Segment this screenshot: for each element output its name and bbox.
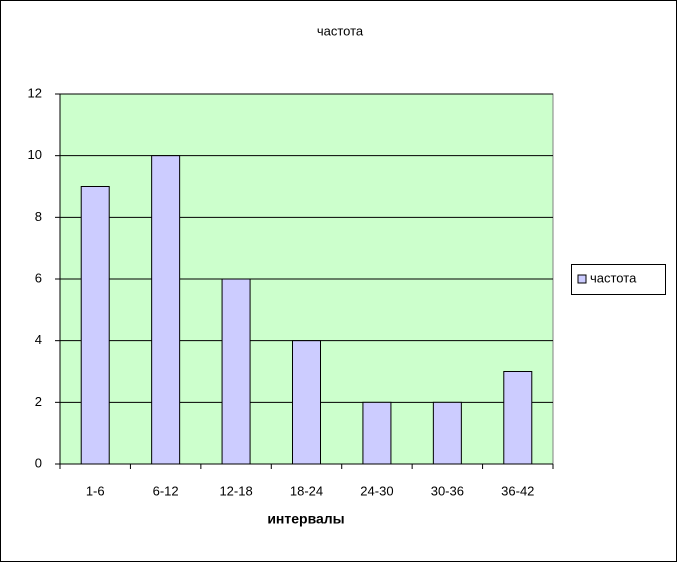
y-tick-label: 6 (35, 270, 42, 285)
x-tick-label: 18-24 (290, 483, 323, 498)
x-tick-label: 30-36 (431, 483, 464, 498)
x-tick-label: 36-42 (501, 483, 534, 498)
x-tick-label: 1-6 (86, 483, 105, 498)
bar (221, 278, 251, 465)
y-tick-label: 10 (28, 147, 42, 162)
x-tick-label: 6-12 (153, 483, 179, 498)
y-tick-label: 8 (35, 209, 42, 224)
legend-label: частота (590, 270, 637, 285)
x-axis-title: интервалы (267, 511, 344, 527)
bar (80, 186, 110, 465)
x-tick-label: 12-18 (219, 483, 252, 498)
y-tick-label: 0 (35, 455, 42, 470)
y-tick-label: 4 (35, 332, 42, 347)
bar (432, 401, 462, 465)
x-tick-label: 24-30 (360, 483, 393, 498)
chart-title: частота (317, 23, 364, 38)
legend-box (571, 264, 666, 295)
bar (503, 371, 533, 465)
bar (151, 155, 181, 465)
y-tick-label: 12 (28, 85, 42, 100)
bar (362, 401, 392, 465)
legend-swatch (577, 274, 587, 284)
bar (292, 340, 321, 465)
y-tick-label: 2 (35, 394, 42, 409)
